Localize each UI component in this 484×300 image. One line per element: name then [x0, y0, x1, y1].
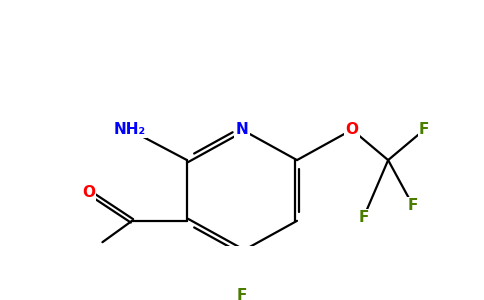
Text: O: O — [82, 184, 95, 200]
Text: O: O — [346, 122, 359, 137]
Text: F: F — [408, 198, 418, 213]
Text: N: N — [236, 122, 248, 137]
Text: NH₂: NH₂ — [113, 122, 146, 137]
Text: F: F — [358, 210, 369, 225]
Text: F: F — [419, 122, 429, 137]
Text: F: F — [237, 288, 247, 300]
